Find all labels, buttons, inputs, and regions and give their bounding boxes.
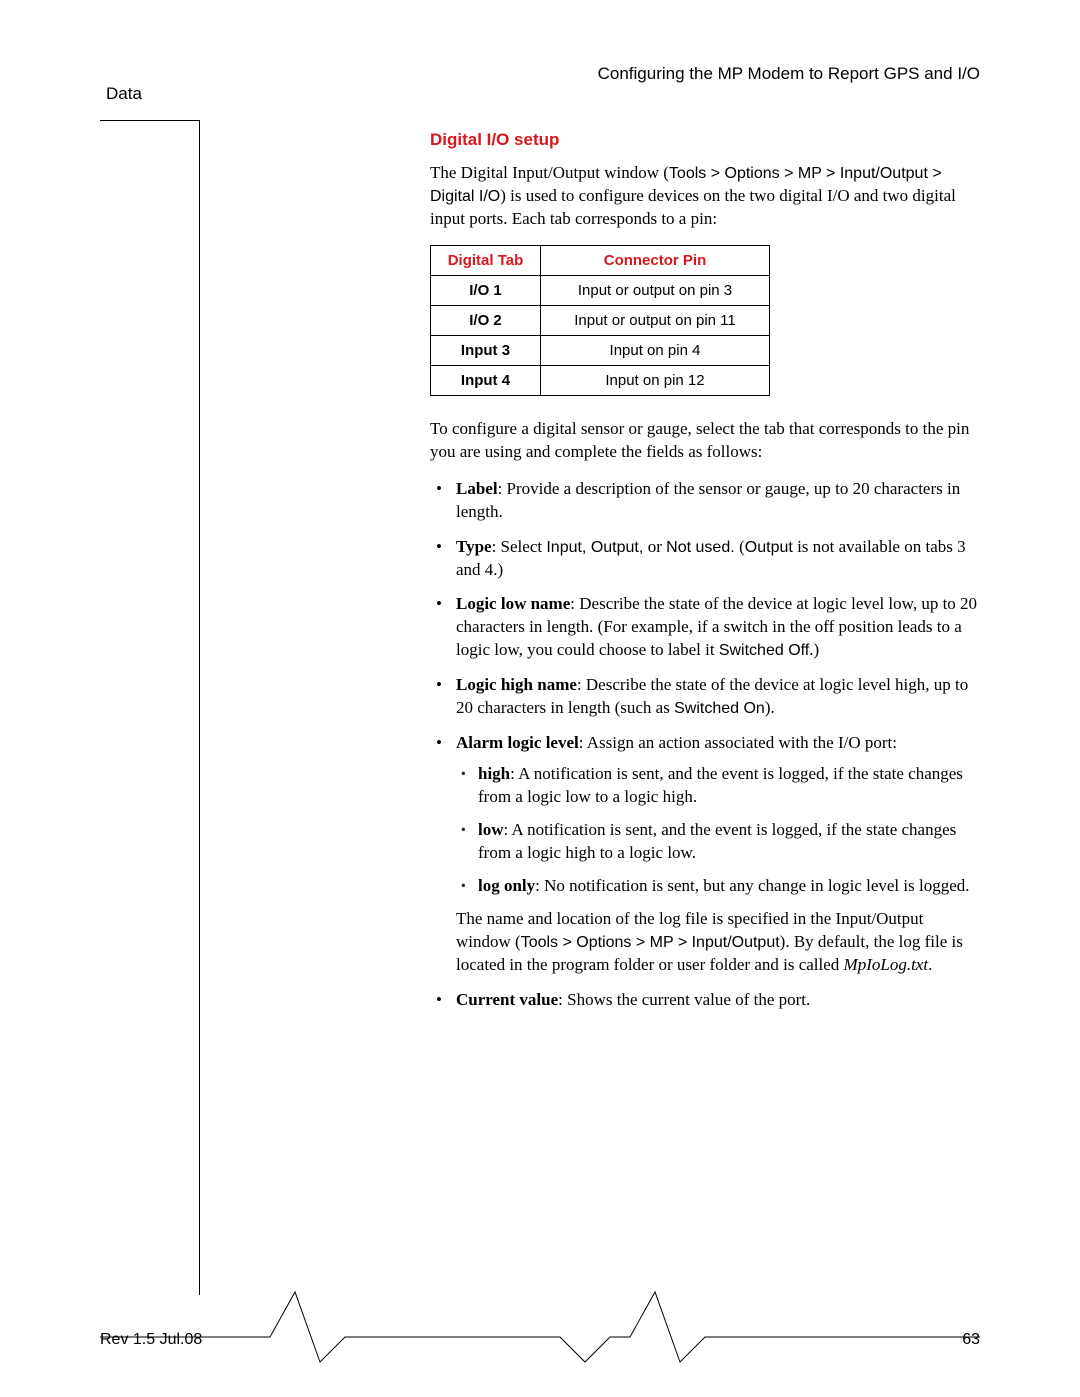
sub-name: high (478, 764, 510, 783)
footer-page-number: 63 (962, 1331, 980, 1349)
sub-text: : A notification is sent, and the event … (478, 764, 963, 806)
t-output: Output (745, 539, 793, 556)
lh-switched: Switched On (674, 700, 765, 717)
bullet-alarm: Alarm logic level: Assign an action asso… (430, 732, 980, 976)
main-content: Digital I/O setup The Digital Input/Outp… (430, 130, 980, 1024)
field-name: Label (456, 479, 498, 498)
table-row: Input 3 Input on pin 4 (431, 335, 770, 365)
table-header-connector-pin: Connector Pin (541, 245, 770, 275)
field-name: Alarm logic level (456, 733, 579, 752)
page-header-right: Configuring the MP Modem to Report GPS a… (598, 64, 980, 84)
intro-post: ) is used to configure devices on the tw… (430, 186, 956, 228)
margin-rule (100, 120, 200, 1295)
field-name: Type (456, 537, 492, 556)
sub-low: low: A notification is sent, and the eve… (456, 819, 980, 865)
bullet-logic-high: Logic high name: Describe the state of t… (430, 674, 980, 720)
table-row: I/O 2 Input or output on pin 11 (431, 305, 770, 335)
page-header-left: Data (106, 84, 142, 104)
field-name: Logic high name (456, 675, 577, 694)
table-cell-tab: I/O 2 (431, 305, 541, 335)
bullet-type: Type: Select Input, Output, or Not used.… (430, 536, 980, 582)
ll-switched: Switched Off (719, 642, 809, 659)
sub-text: : No notification is sent, but any chang… (535, 876, 969, 895)
sub-log-only: log only: No notification is sent, but a… (456, 875, 980, 898)
bullet-label: Label: Provide a description of the sens… (430, 478, 980, 524)
table-header-digital-tab: Digital Tab (431, 245, 541, 275)
table-header-row: Digital Tab Connector Pin (431, 245, 770, 275)
sub-text: : A notification is sent, and the event … (478, 820, 956, 862)
footer-waveform-icon (100, 1287, 980, 1367)
after-file: MpIoLog.txt (844, 955, 929, 974)
t-or: or (648, 537, 666, 556)
table-cell-tab: I/O 1 (431, 275, 541, 305)
alarm-after: The name and location of the log file is… (456, 908, 980, 977)
field-desc: : Provide a description of the sensor or… (456, 479, 960, 521)
table-row: Input 4 Input on pin 12 (431, 365, 770, 395)
table-row: I/O 1 Input or output on pin 3 (431, 275, 770, 305)
after-path: Tools > Options > MP > Input/Output (521, 934, 780, 951)
field-desc: : Shows the current value of the port. (558, 990, 810, 1009)
field-list: Label: Provide a description of the sens… (430, 478, 980, 1012)
table-cell-pin: Input or output on pin 11 (541, 305, 770, 335)
intro-pre: The Digital Input/Output window ( (430, 163, 669, 182)
sub-name: log only (478, 876, 535, 895)
pin-table: Digital Tab Connector Pin I/O 1 Input or… (430, 245, 770, 396)
t-opts: Input, Output, (546, 539, 647, 556)
intro-paragraph: The Digital Input/Output window (Tools >… (430, 162, 980, 231)
bullet-current-value: Current value: Shows the current value o… (430, 989, 980, 1012)
alarm-text: : Assign an action associated with the I… (579, 733, 897, 752)
table-cell-pin: Input on pin 12 (541, 365, 770, 395)
field-name: Current value (456, 990, 558, 1009)
table-cell-tab: Input 4 (431, 365, 541, 395)
table-cell-pin: Input on pin 4 (541, 335, 770, 365)
sub-high: high: A notification is sent, and the ev… (456, 763, 980, 809)
document-page: Configuring the MP Modem to Report GPS a… (0, 0, 1080, 1397)
table-cell-tab: Input 3 (431, 335, 541, 365)
t-notused: Not used. (666, 539, 739, 556)
lh-post: ). (765, 698, 775, 717)
table-cell-pin: Input or output on pin 3 (541, 275, 770, 305)
bullet-logic-low: Logic low name: Describe the state of th… (430, 593, 980, 662)
after-post: . (928, 955, 932, 974)
t-pre: : Select (492, 537, 547, 556)
field-name: Logic low name (456, 594, 570, 613)
alarm-sublist: high: A notification is sent, and the ev… (456, 763, 980, 898)
section-title: Digital I/O setup (430, 130, 980, 150)
footer-revision: Rev 1.5 Jul.08 (100, 1331, 202, 1349)
configure-paragraph: To configure a digital sensor or gauge, … (430, 418, 980, 464)
sub-name: low (478, 820, 504, 839)
ll-post: .) (809, 640, 819, 659)
